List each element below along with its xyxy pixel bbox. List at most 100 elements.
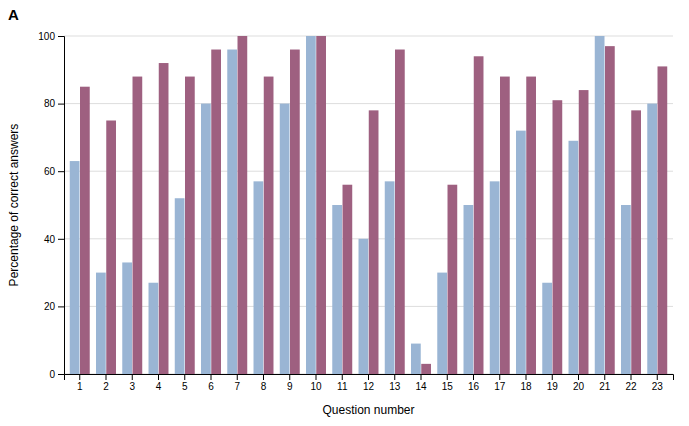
tick-label: 14 (415, 381, 427, 392)
tick-label: 0 (49, 369, 55, 380)
bar (553, 100, 563, 374)
tick-mark (316, 374, 317, 380)
tick-mark (447, 374, 448, 380)
bar (490, 181, 500, 374)
tick-mark (237, 374, 238, 380)
tick-mark (58, 36, 64, 37)
bar (306, 36, 316, 374)
tick: 0 (49, 369, 64, 380)
bar (395, 50, 405, 374)
tick-mark (58, 306, 64, 307)
bar (133, 77, 143, 374)
tick: 23 (652, 374, 664, 392)
tick-mark (58, 104, 64, 105)
bar (385, 181, 395, 374)
tick-label: 100 (38, 31, 55, 42)
tick-label: 60 (44, 166, 56, 177)
tick-mark (79, 374, 80, 380)
bar (474, 56, 484, 374)
bar (238, 36, 248, 374)
bar (290, 50, 300, 374)
tick: 12 (363, 374, 375, 392)
bar (185, 77, 195, 374)
tick: 7 (234, 374, 240, 392)
tick: 20 (573, 374, 585, 392)
tick: 13 (389, 374, 401, 392)
tick-label: 22 (625, 381, 637, 392)
tick-label: 6 (208, 381, 214, 392)
x-axis-title: Question number (322, 403, 414, 417)
bar (159, 63, 169, 374)
tick-label: 20 (573, 381, 585, 392)
bar (106, 121, 116, 375)
bar (595, 36, 605, 374)
tick-mark (132, 374, 133, 380)
tick-label: 23 (652, 381, 664, 392)
bar (201, 104, 211, 374)
bar (280, 104, 290, 374)
tick-mark (289, 374, 290, 380)
bar (227, 50, 237, 374)
tick: 10 (310, 374, 322, 392)
bar (579, 90, 589, 374)
bar (211, 50, 221, 374)
tick-label: 10 (310, 381, 322, 392)
tick: 17 (494, 374, 506, 392)
bar (421, 364, 431, 374)
tick: 21 (599, 374, 611, 392)
bar (316, 36, 326, 374)
bar (500, 77, 510, 374)
tick-label: 12 (363, 381, 375, 392)
grid (64, 36, 673, 374)
tick-label: 80 (44, 98, 56, 109)
title: A (8, 6, 19, 23)
tick-label: 11 (337, 381, 348, 392)
tick-mark (58, 374, 64, 375)
tick-label: 21 (599, 381, 611, 392)
tick: 40 (44, 234, 64, 245)
bar (569, 141, 579, 374)
tick: 22 (625, 374, 637, 392)
tick-mark (499, 374, 500, 380)
tick: 9 (287, 374, 293, 392)
tick-label: 9 (287, 381, 293, 392)
tick: 15 (442, 374, 454, 392)
bar (658, 66, 668, 374)
tick: 100 (38, 31, 64, 42)
tick: 3 (129, 374, 135, 392)
bar (448, 185, 458, 374)
bar (542, 283, 552, 374)
tick-mark (158, 374, 159, 380)
tick-label: 19 (547, 381, 559, 392)
plot: 1234567891011121314151617181920212223020… (38, 31, 673, 392)
tick: 4 (156, 374, 162, 392)
bar (369, 110, 379, 374)
bar (411, 344, 421, 374)
tick-mark (657, 374, 658, 380)
tick: 18 (520, 374, 532, 392)
tick-label: 5 (182, 381, 188, 392)
bar (647, 104, 657, 374)
series (80, 36, 667, 374)
tick-mark (342, 374, 343, 380)
tick-mark (263, 374, 264, 380)
tick-label: 17 (494, 381, 506, 392)
grid-line (64, 36, 673, 37)
tick-mark (106, 374, 107, 380)
bar (80, 87, 90, 374)
tick-label: 13 (389, 381, 401, 392)
tick-mark (58, 239, 64, 240)
bar (631, 110, 641, 374)
axis-line (65, 375, 674, 381)
tick-label: 7 (234, 381, 240, 392)
tick-label: 40 (44, 234, 56, 245)
bar (621, 205, 631, 374)
tick-label: 16 (468, 381, 480, 392)
bar (359, 239, 369, 374)
tick: 5 (182, 374, 188, 392)
bar (70, 161, 80, 374)
y-axis: 020406080100 (38, 31, 64, 380)
tick: 8 (261, 374, 267, 392)
tick-mark (552, 374, 553, 380)
tick: 11 (337, 374, 348, 392)
